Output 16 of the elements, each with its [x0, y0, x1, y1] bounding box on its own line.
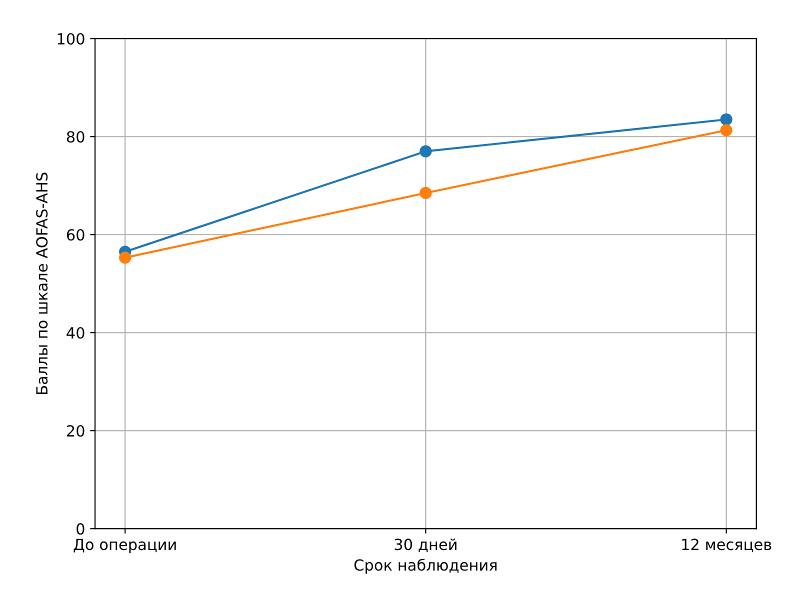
- point: [420, 186, 432, 200]
- y-axis-title: Баллы по шкале AOFAS-AHS: [36, 172, 48, 394]
- x-axis-title: Срок наблюдения: [354, 558, 497, 574]
- y-tick-label: 40: [66, 327, 84, 339]
- point: [420, 145, 432, 158]
- point: [720, 113, 732, 126]
- x-tick-label: 12 месяцев: [682, 538, 772, 552]
- point: [720, 124, 732, 136]
- point: [119, 252, 132, 264]
- x-tick-label: До операции: [74, 538, 176, 554]
- y-tick-label: 20: [66, 425, 84, 437]
- y-tick-label: 60: [66, 229, 84, 241]
- y-tick-label: 80: [66, 131, 84, 143]
- y-tick-label: 0: [76, 523, 84, 535]
- y-tick-label: 100: [58, 33, 84, 45]
- x-tick-label: 30 дней: [394, 538, 456, 552]
